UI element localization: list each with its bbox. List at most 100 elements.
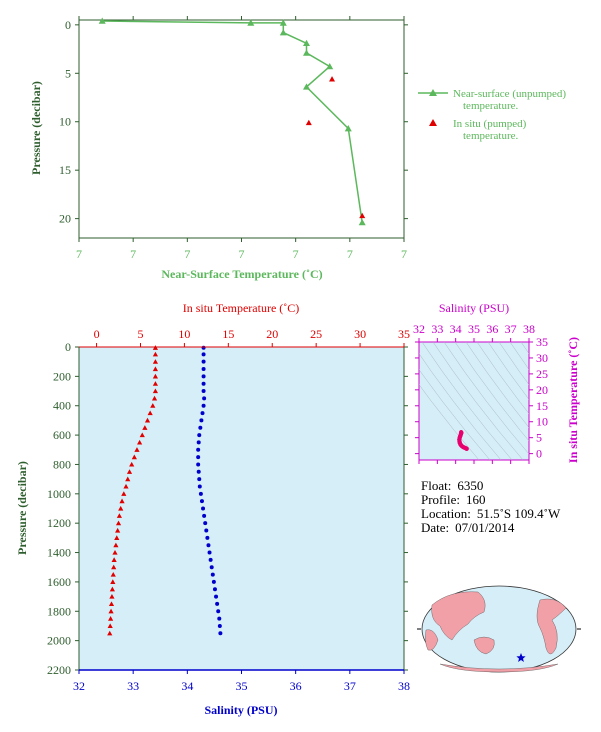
- salinity-point: [196, 440, 201, 445]
- salinity-point: [207, 550, 212, 555]
- profile-salinity-ticks: 32 33 34 35 36 37 38: [73, 670, 410, 693]
- salinity-point: [201, 403, 206, 408]
- salinity-point: [201, 381, 206, 386]
- in-situ-temperature-point: [113, 542, 119, 548]
- in-situ-temperature-point: [112, 549, 118, 555]
- in-situ-temperature-point: [107, 630, 113, 636]
- near-surface-xtick-label: 7: [184, 247, 190, 261]
- ts-density-contour: [432, 342, 524, 460]
- ts-xtick-label: 37: [505, 322, 517, 336]
- salinity-point: [198, 425, 203, 430]
- profile-panel: 0200400600800100012001400160018002000220…: [15, 301, 410, 717]
- ts-density-contours: [419, 342, 529, 460]
- ts-density-contour: [520, 342, 529, 355]
- in-situ-temperature-point: [129, 461, 135, 467]
- profile-temperature-ticks: 0 5 10 15 20 25 30 35: [94, 327, 410, 347]
- salinity-point: [201, 506, 206, 511]
- salinity-point: [196, 455, 201, 460]
- ts-y-ticks: 0 5 10 15 20 25 30 35: [415, 335, 548, 461]
- in-situ-temperature-point: [121, 491, 127, 496]
- near-surface-ytick-label: 20: [59, 212, 71, 226]
- salinity-point: [196, 469, 201, 474]
- in-situ-temperature-point: [152, 381, 159, 386]
- in-situ-temperature-point: [116, 513, 123, 518]
- in-situ-temperature-point: [152, 351, 159, 357]
- in-situ-temperature-point: [115, 527, 121, 533]
- salinity-point: [212, 587, 217, 592]
- salinity-point: [201, 374, 206, 379]
- map-land-africa: [425, 629, 439, 651]
- float-info: Float: 6350 Profile: 160 Location: 51.5˚S 1…: [421, 478, 561, 535]
- ts-ytick-label: 35: [536, 335, 548, 349]
- profile-sal-tick-label: 34: [181, 679, 193, 693]
- near-surface-ytick-label: 10: [59, 115, 71, 129]
- profile-ylabel: Pressure (decibar): [15, 461, 29, 555]
- ts-ytick-label: 0: [536, 447, 542, 461]
- near-surface-xtick-label: 7: [76, 247, 82, 261]
- ts-density-contour: [421, 342, 513, 460]
- profile-temp-tick-label: 0: [94, 327, 100, 341]
- salinity-point: [201, 359, 206, 364]
- ts-density-contour: [419, 353, 502, 460]
- profile-ytick-label: 2000: [47, 634, 71, 648]
- near-surface-unpumped-line: [102, 20, 363, 223]
- near-surface-series: [98, 17, 366, 226]
- salinity-point: [202, 513, 207, 518]
- near-surface-unpumped-point: [279, 19, 287, 26]
- ts-xlabel: Salinity (PSU): [439, 301, 509, 315]
- in-situ-temperature-point: [114, 535, 120, 540]
- salinity-point: [201, 352, 206, 357]
- in-situ-temperature-point: [152, 359, 159, 364]
- in-situ-temperature-point: [123, 483, 129, 489]
- profile-ytick-label: 600: [53, 428, 71, 442]
- salinity-point: [199, 499, 204, 504]
- ts-density-contour: [487, 342, 529, 400]
- salinity-point: [196, 447, 201, 452]
- world-map: [417, 585, 581, 673]
- in-situ-temperature-point: [131, 454, 137, 460]
- float-label: Float:: [421, 478, 451, 493]
- salinity-point: [210, 572, 215, 577]
- profile-bottom-xlabel: Salinity (PSU): [204, 703, 277, 717]
- profile-sal-tick-label: 35: [236, 679, 248, 693]
- in-situ-temperature-point: [137, 439, 143, 445]
- near-surface-legend: Near-surface (unpumped) temperature. In …: [418, 88, 566, 142]
- near-surface-xtick-label: 7: [401, 247, 407, 261]
- profile-y-ticks: 0 200 400 600 800 1000 1200 1400 1600 1800 2000 220…: [47, 340, 408, 677]
- ts-density-contour: [498, 342, 529, 386]
- ts-xtick-label: 33: [431, 322, 443, 336]
- ts-ytick-label: 10: [536, 415, 548, 429]
- profile-ytick-label: 0: [65, 340, 71, 354]
- near-surface-panel: 0 5 10 15 20 7 7 7 7 7 7 7 Pressure (decibar) Near…: [29, 16, 566, 281]
- salinity-point: [201, 367, 206, 372]
- ts-xtick-label: 32: [413, 322, 425, 336]
- salinity-point: [201, 389, 206, 394]
- profile-label: Profile:: [421, 492, 460, 507]
- near-surface-ytick-label: 0: [65, 18, 71, 32]
- salinity-point: [199, 418, 204, 423]
- profile-temp-tick-label: 25: [310, 327, 322, 341]
- near-surface-unpumped-point: [344, 125, 352, 132]
- in-situ-temperature-point: [152, 373, 159, 379]
- profile-series: [107, 345, 223, 636]
- ts-xtick-label: 36: [486, 322, 498, 336]
- in-situ-temperature-point: [118, 505, 124, 511]
- ts-ytick-label: 5: [536, 431, 542, 445]
- salinity-point: [205, 535, 210, 540]
- salinity-point: [196, 462, 201, 467]
- salinity-point: [202, 396, 207, 401]
- near-surface-xtick-label: 7: [347, 247, 353, 261]
- salinity-point: [198, 491, 203, 496]
- legend-pumped-marker: [429, 119, 437, 126]
- ts-xtick-label: 34: [450, 322, 462, 336]
- near-surface-unpumped-point: [303, 83, 310, 90]
- in-situ-temperature-point: [144, 417, 151, 423]
- salinity-point: [201, 345, 206, 350]
- profile-value: 160: [466, 492, 486, 507]
- ts-density-contour: [465, 342, 529, 429]
- svg-text:Date:07/01/2014: Date: 07/01/2014: [421, 520, 515, 535]
- legend-pumped-label-2: temperature.: [463, 130, 519, 142]
- date-label: Date:: [421, 520, 449, 535]
- in-situ-temperature-point: [125, 476, 131, 482]
